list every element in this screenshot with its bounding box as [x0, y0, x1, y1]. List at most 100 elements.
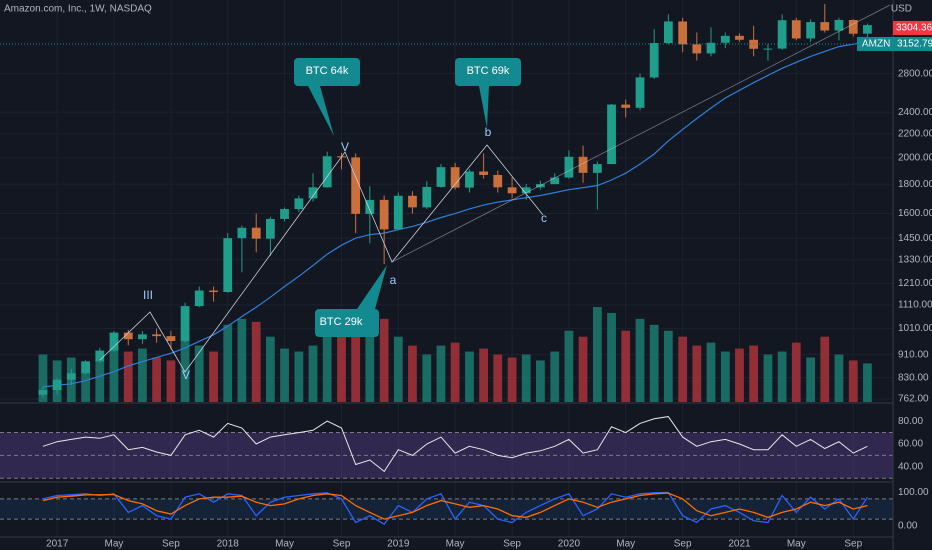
wave-label: III	[143, 288, 153, 302]
x-tick-label: 2017	[46, 539, 69, 550]
callout	[455, 58, 521, 128]
callout	[315, 265, 387, 337]
volume-bar	[706, 342, 716, 402]
volume-bar	[521, 354, 531, 402]
volume-bar	[223, 324, 233, 402]
callout	[294, 58, 360, 136]
volume-bar	[678, 336, 688, 402]
wave-label: V	[182, 368, 190, 382]
candle-body	[237, 227, 247, 239]
compare-label-bg	[857, 36, 932, 51]
candle-body	[692, 44, 702, 54]
volume-bar	[337, 336, 346, 402]
volume-bar	[251, 321, 261, 402]
volume-bar	[180, 336, 190, 402]
y-tick-label: 1110.00	[898, 300, 932, 311]
volume-bar	[592, 307, 602, 402]
candle-body	[351, 157, 361, 214]
candle-body	[251, 227, 261, 239]
y-tick-label: 910.00	[898, 349, 929, 360]
x-tick-label: May	[104, 539, 123, 550]
candle-body	[322, 156, 332, 188]
volume-bar	[621, 330, 631, 402]
candle-body	[649, 43, 659, 78]
candle-body	[507, 187, 517, 194]
y-tick-label: 2800.00	[898, 68, 932, 79]
x-tick-label: May	[275, 539, 294, 550]
candle-body	[265, 218, 275, 239]
volume-bar	[450, 342, 460, 402]
volume-bar	[820, 336, 830, 402]
chart-title: Amazon.com, Inc., 1W, NASDAQ	[4, 4, 152, 15]
stoch-tick-label: 0.00	[898, 521, 918, 532]
x-tick-label: Sep	[333, 539, 351, 550]
candle-body	[166, 336, 176, 342]
candle-body	[209, 290, 218, 293]
volume-bar	[365, 327, 375, 402]
volume-bar	[848, 360, 858, 402]
candle-body	[621, 104, 631, 108]
volume-bar	[436, 345, 446, 402]
y-tick-label: 1010.00	[898, 323, 932, 334]
volume-bar	[507, 357, 517, 402]
volume-bar	[123, 351, 133, 402]
candle-body	[81, 361, 91, 374]
volume-bar	[194, 345, 204, 402]
candle-body	[706, 42, 716, 54]
wave-label: V	[341, 140, 349, 154]
volume-bar	[493, 354, 503, 402]
candle-body	[109, 332, 119, 351]
rsi-tick-label: 80.00	[898, 416, 923, 427]
volume-bar	[422, 354, 432, 402]
volume-bar	[408, 345, 417, 402]
candle-body	[152, 334, 161, 337]
candle-body	[450, 167, 460, 188]
candle-body	[820, 22, 830, 31]
rsi-line	[42, 416, 868, 473]
candle-body	[294, 198, 304, 210]
candle-body	[393, 195, 403, 230]
y-tick-label: 762.00	[898, 394, 929, 405]
candle-body	[280, 209, 289, 219]
candle-body	[763, 48, 773, 50]
volume-bar	[393, 336, 403, 402]
candle-body	[138, 334, 147, 340]
candle-body	[308, 187, 318, 199]
volume-bar	[479, 348, 488, 402]
volume-bar	[735, 348, 744, 402]
candle-body	[479, 171, 488, 175]
candle-body	[564, 156, 574, 178]
stoch-tick-label: 100.00	[898, 487, 929, 498]
plot	[0, 0, 893, 537]
candle-body	[635, 77, 645, 108]
candle-body	[379, 199, 389, 230]
volume-bar	[550, 351, 560, 402]
candle-body	[95, 350, 105, 362]
volume-bar	[578, 336, 588, 402]
annotation: BTC 64k	[306, 65, 349, 77]
volume-bar	[806, 357, 815, 402]
wave-label: c	[541, 211, 547, 225]
volume-bar	[692, 345, 702, 402]
candle-body	[223, 238, 233, 293]
volume-bar	[265, 336, 275, 402]
compare-value: 3152.79	[897, 39, 932, 50]
candle-body	[578, 156, 588, 173]
wave-label: a	[390, 273, 397, 287]
volume-bar	[649, 324, 659, 402]
volume-bar	[564, 330, 574, 402]
volume-bar	[294, 351, 304, 402]
candle-body	[806, 22, 815, 39]
volume-bar	[95, 360, 105, 402]
volume-bar	[322, 330, 332, 402]
candle-body	[408, 195, 417, 208]
candle-body	[123, 332, 133, 340]
candle-body	[493, 174, 503, 188]
volume-bar	[536, 360, 545, 402]
candle-body	[735, 35, 744, 40]
volume-bar	[791, 342, 801, 402]
volume-bar	[777, 351, 787, 402]
volume-bar	[308, 345, 318, 402]
volume-bar	[152, 357, 161, 402]
x-tick-label: May	[446, 539, 465, 550]
